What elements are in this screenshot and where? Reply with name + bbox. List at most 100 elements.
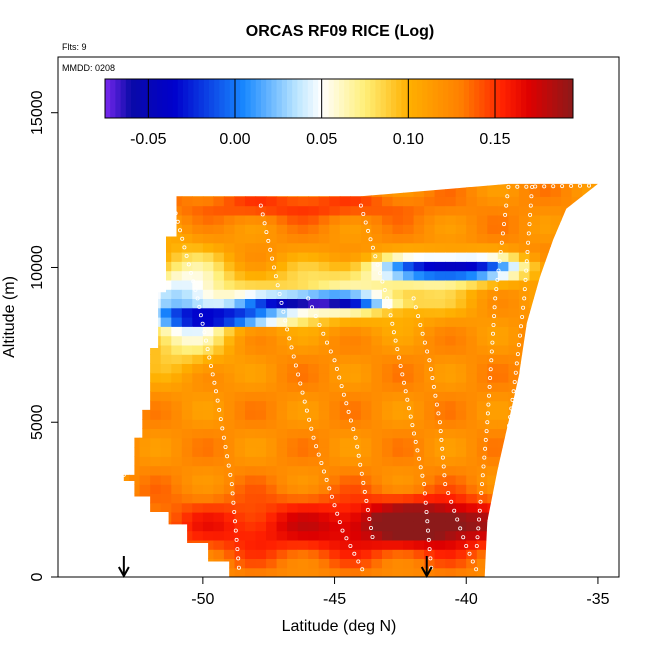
flight-track-point <box>523 277 528 282</box>
heatmap-cell <box>245 465 257 476</box>
heatmap-cell <box>392 419 404 429</box>
flight-track-point <box>422 340 427 345</box>
heatmap-cell <box>308 317 320 327</box>
heatmap-cell <box>202 521 214 532</box>
date-annotation: MMDD: 0208 <box>62 63 115 73</box>
flight-track-point <box>377 271 382 276</box>
flight-track-point <box>324 340 329 345</box>
heatmap-cell <box>181 484 193 494</box>
heatmap-cell <box>413 261 425 272</box>
heatmap-cell <box>371 363 383 374</box>
heatmap-cell <box>424 409 436 420</box>
heatmap-cell <box>508 214 520 225</box>
heatmap-cell <box>476 512 488 522</box>
heatmap-cell <box>466 326 478 337</box>
heatmap-cell <box>202 493 214 504</box>
flight-track-point <box>437 420 442 425</box>
heatmap-cell <box>171 428 183 439</box>
heatmap-cell <box>434 493 446 504</box>
heatmap-cell <box>550 224 562 234</box>
heatmap-cell <box>360 502 372 513</box>
heatmap-cell <box>245 521 257 532</box>
heatmap-cell <box>476 502 488 513</box>
heatmap-cell <box>487 261 499 272</box>
colorbar-cell <box>401 79 408 118</box>
colorbar-cell <box>385 79 392 118</box>
heatmap-cell <box>202 344 214 355</box>
heatmap-cell <box>276 465 288 476</box>
heatmap-cell <box>308 214 320 225</box>
heatmap-cell <box>360 419 372 429</box>
heatmap-cell <box>360 493 372 504</box>
heatmap-cell <box>392 307 404 318</box>
heatmap-cell <box>466 372 478 383</box>
heatmap-cell <box>308 493 320 504</box>
flight-track-point <box>311 435 316 440</box>
heatmap-cell <box>403 196 415 207</box>
flight-track-point <box>130 430 135 435</box>
flight-track-point <box>509 406 514 411</box>
heatmap-cell <box>466 279 478 290</box>
flight-track-point <box>258 203 263 208</box>
heatmap-cell <box>181 465 193 476</box>
heatmap-cell <box>297 307 309 318</box>
heatmap-cell <box>318 465 330 476</box>
heatmap-cell <box>497 391 509 402</box>
heatmap-cell <box>287 205 299 216</box>
heatmap-cell <box>392 447 404 457</box>
heatmap-cell <box>466 456 478 467</box>
flight-track-point <box>506 423 511 428</box>
heatmap-cell <box>476 298 488 309</box>
heatmap-cell <box>371 205 383 216</box>
heatmap-cell <box>424 317 436 327</box>
heatmap-cell <box>392 196 404 207</box>
heatmap-cell <box>139 484 151 494</box>
heatmap-cell <box>297 484 309 494</box>
heatmap-cell <box>255 326 267 337</box>
heatmap-cell <box>350 530 362 541</box>
heatmap-cell <box>329 344 341 355</box>
heatmap-cell <box>476 261 488 272</box>
heatmap-cell <box>171 419 183 429</box>
heatmap-cell <box>255 419 267 429</box>
heatmap-cell <box>392 326 404 337</box>
heatmap-cell <box>287 326 299 337</box>
heatmap-cell <box>202 391 214 402</box>
heatmap-cell <box>192 447 204 457</box>
heatmap-cell <box>360 326 372 337</box>
heatmap-cell <box>445 474 457 485</box>
heatmap-cell <box>350 205 362 216</box>
heatmap-cell <box>245 214 257 225</box>
heatmap-cell <box>466 196 478 207</box>
heatmap-cell <box>392 233 404 244</box>
heatmap-cell <box>350 484 362 494</box>
flight-track-point <box>291 354 296 359</box>
heatmap-cell <box>434 307 446 318</box>
heatmap-cell <box>392 382 404 392</box>
colorbar-cell <box>287 79 293 118</box>
heatmap-cell <box>445 484 457 494</box>
heatmap-cell <box>392 502 404 513</box>
heatmap-cell <box>213 391 225 402</box>
heatmap-cell <box>308 428 320 439</box>
colorbar-cell <box>240 79 246 118</box>
heatmap-cell <box>308 400 320 411</box>
heatmap-cell <box>223 549 235 559</box>
heatmap-cell <box>234 298 246 309</box>
flight-track-point <box>452 508 457 513</box>
heatmap-cell <box>413 567 425 577</box>
heatmap-cell <box>392 484 404 494</box>
heatmap-cell <box>223 270 235 281</box>
heatmap-cell <box>455 512 467 522</box>
heatmap-cell <box>339 465 351 476</box>
heatmap-cell <box>424 530 436 541</box>
heatmap-cell <box>329 196 341 207</box>
heatmap-cell <box>434 409 446 420</box>
heatmap-cell <box>297 317 309 327</box>
heatmap-cell <box>382 465 394 476</box>
flight-track-point <box>428 367 433 372</box>
heatmap-cell <box>476 354 488 364</box>
heatmap-cell <box>360 196 372 207</box>
heatmap-cell <box>245 196 257 207</box>
heatmap-cell <box>308 335 320 346</box>
